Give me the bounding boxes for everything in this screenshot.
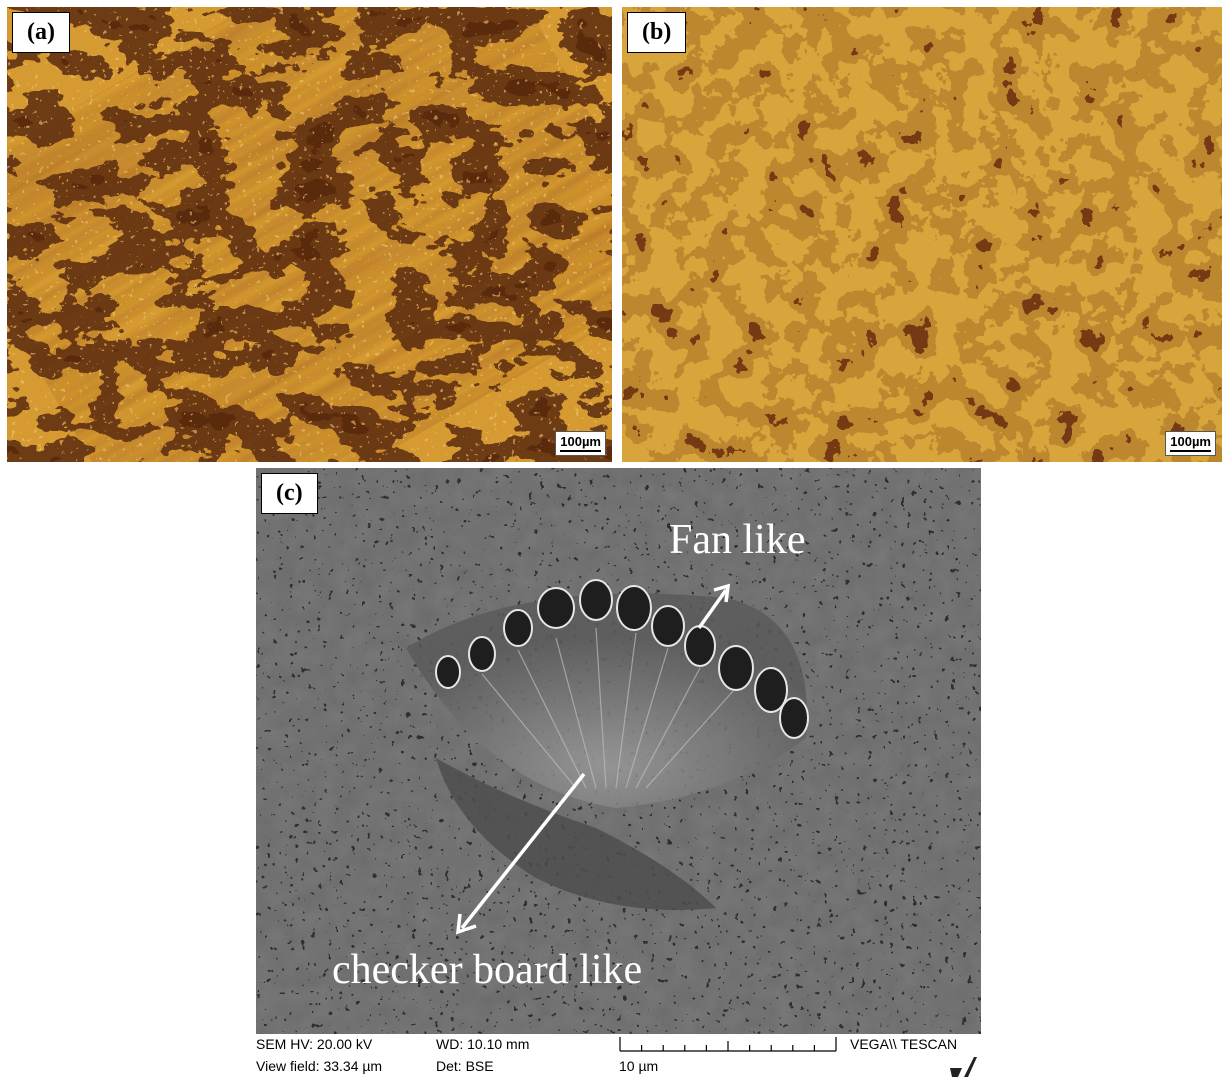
micrograph-b-image: [622, 7, 1222, 462]
checker-board-annotation: checker board like: [332, 947, 643, 993]
sem-hv-text: SEM HV: 20.00 kV: [256, 1036, 373, 1052]
sem-detector-text: Det: BSE: [436, 1058, 494, 1074]
panel-b-scale-bar: 100µm: [1165, 431, 1216, 456]
panel-b-scale-line: [1170, 450, 1211, 452]
fan-like-annotation: Fan like: [669, 517, 806, 563]
arrow-icon: [697, 583, 731, 630]
micrograph-panel-b: (b) 100µm: [622, 7, 1222, 462]
checker-board-region: [436, 758, 716, 910]
sem-vendor-text: VEGA\\ TESCAN: [850, 1036, 958, 1052]
panel-a-scale-bar: 100µm: [555, 431, 606, 456]
panel-b-scale-label: 100µm: [1170, 434, 1211, 449]
fan-colony: [406, 579, 809, 808]
arrow-icon: [455, 772, 586, 935]
panel-a-label: (a): [12, 12, 70, 53]
sem-scale-label: 10 µm: [619, 1058, 659, 1074]
panel-c-label: (c): [261, 473, 318, 514]
micrograph-a-image: [7, 7, 612, 462]
sem-wd-text: WD: 10.10 mm: [436, 1036, 530, 1052]
sem-scale-bar: [619, 1037, 837, 1052]
micrograph-panel-a: (a) 100µm: [7, 7, 612, 462]
sem-image: [256, 468, 981, 1034]
sem-view-field-text: View field: 33.34 µm: [256, 1058, 383, 1074]
panel-a-scale-label: 100µm: [560, 434, 601, 449]
panel-b-label: (b): [627, 12, 687, 53]
tescan-logo-icon: [950, 1057, 977, 1077]
panel-a-scale-line: [560, 450, 601, 452]
sem-panel-c: (c) Fan like checker board like: [256, 468, 981, 1034]
